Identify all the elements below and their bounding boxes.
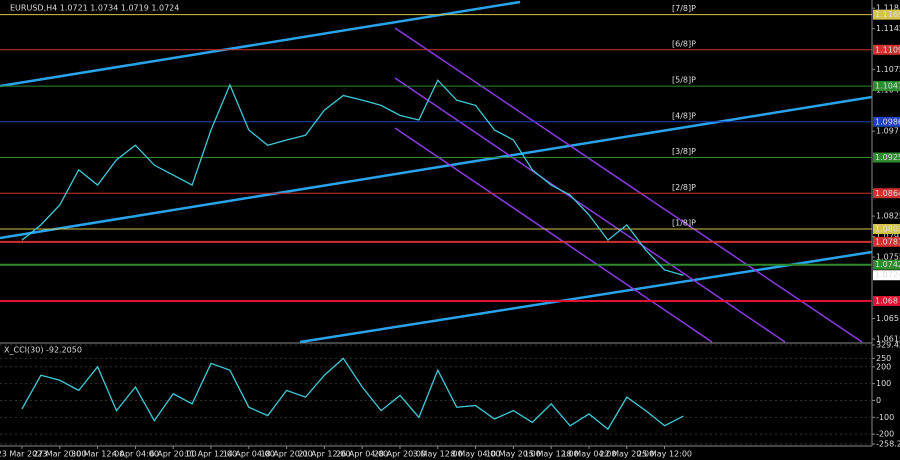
y-tick-label: 1.1145 bbox=[876, 24, 900, 33]
y-tick-label: 1.0825 bbox=[876, 212, 900, 221]
x-tick-label: 15 May 12:00 bbox=[524, 450, 579, 459]
x-tick-label: 22 May 20:00 bbox=[599, 450, 654, 459]
x-tick-label: 21 Apr 12:00 bbox=[298, 450, 350, 459]
last-price-bg bbox=[873, 270, 900, 281]
level-label: 1.0925 bbox=[875, 153, 900, 162]
x-tick-label: 18 May 04:00 bbox=[562, 450, 617, 459]
y-tick-label: 1.1075 bbox=[876, 65, 900, 74]
last-price-label: 1.0724 bbox=[875, 271, 900, 280]
x-tick-label: 27 Mar 20:00 bbox=[33, 450, 86, 459]
level-label-bg bbox=[873, 152, 900, 163]
x-tick-label: 6 Apr 20:00 bbox=[150, 450, 197, 459]
level-name: [2/8]P bbox=[672, 183, 696, 192]
channel-line bbox=[394, 27, 863, 343]
y-tick-label: -258.2999 bbox=[876, 440, 900, 449]
level-label-bg bbox=[873, 9, 900, 20]
x-tick-label: 23 Mar 2023 bbox=[0, 450, 47, 459]
price-line bbox=[21, 357, 684, 431]
y-tick-label: 250 bbox=[876, 354, 891, 363]
y-tick-label: 0 bbox=[876, 396, 881, 405]
x-tick-label: 26 Apr 04:00 bbox=[336, 450, 388, 459]
y-tick-label: -100 bbox=[876, 413, 894, 422]
level-label: 1.1109 bbox=[875, 45, 900, 54]
y-tick-label: 1.097 bbox=[876, 127, 899, 136]
y-tick-label: 1.0615 bbox=[876, 335, 900, 344]
level-name: [4/8]P bbox=[672, 111, 696, 120]
x-tick-label: 25 May 12:00 bbox=[637, 450, 692, 459]
chart-title: EURUSD,H4 1.0721 1.0734 1.0719 1.0724 bbox=[10, 4, 179, 13]
x-tick-label: 28 Apr 20:00 bbox=[374, 450, 426, 459]
y-tick-label: 1.0755 bbox=[876, 253, 900, 262]
level-label: 1.1169 bbox=[875, 10, 900, 19]
level-label-bg bbox=[873, 296, 900, 307]
level-label: 1.0986 bbox=[875, 117, 900, 126]
level-label: 1.068 bbox=[875, 297, 898, 306]
y-tick-label: 200 bbox=[876, 362, 891, 371]
x-tick-label: 18 Apr 20:00 bbox=[261, 450, 313, 459]
level-label: 1.0742 bbox=[875, 260, 900, 269]
y-tick-label: 100 bbox=[876, 379, 891, 388]
trend-line bbox=[0, 0, 521, 88]
trend-line bbox=[299, 250, 873, 344]
x-tick-label: 4 Apr 04:00 bbox=[112, 450, 159, 459]
level-name: [5/8]P bbox=[672, 76, 696, 85]
level-label: 1.1047 bbox=[875, 82, 900, 91]
y-tick-label: 1.079 bbox=[876, 232, 899, 241]
x-tick-label: 8 May 04:00 bbox=[451, 450, 501, 459]
level-label-bg bbox=[873, 188, 900, 199]
trend-lines bbox=[0, 0, 873, 344]
y-tick-label: 1.118 bbox=[876, 4, 899, 13]
level-label-bg bbox=[873, 223, 900, 234]
y-tick-label: -200 bbox=[876, 430, 894, 439]
indicator-title: X_CCI(30) -92.2050 bbox=[4, 346, 82, 355]
level-label: 1.0803 bbox=[875, 224, 900, 233]
y-tick-label: 1.065 bbox=[876, 314, 899, 323]
x-tick-label: 30 Mar 12:00 bbox=[71, 450, 124, 459]
channel-line bbox=[394, 127, 713, 343]
trend-line bbox=[0, 95, 873, 240]
level-label-bg bbox=[873, 236, 900, 247]
level-name: [1/8]P bbox=[672, 218, 696, 227]
level-label-bg bbox=[873, 259, 900, 270]
level-label-bg bbox=[873, 81, 900, 92]
x-tick-label: 10 May 20:00 bbox=[486, 450, 541, 459]
level-label-bg bbox=[873, 116, 900, 127]
level-name: [3/8]P bbox=[672, 147, 696, 156]
price-line bbox=[21, 79, 684, 276]
y-tick-label: 329.4203 bbox=[876, 341, 900, 350]
x-tick-label: 11 Apr 12:00 bbox=[185, 450, 237, 459]
x-tick-label: 14 Apr 04:00 bbox=[223, 450, 275, 459]
level-name: [7/8]P bbox=[672, 4, 696, 13]
level-label-bg bbox=[873, 44, 900, 55]
level-label: 1.0864 bbox=[875, 189, 900, 198]
level-name: [6/8]P bbox=[672, 39, 696, 48]
x-tick-label: 3 May 12:00 bbox=[413, 450, 463, 459]
